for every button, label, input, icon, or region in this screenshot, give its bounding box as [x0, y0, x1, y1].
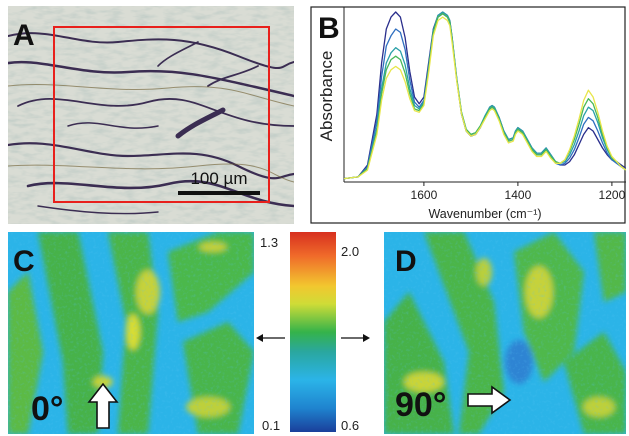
map-d-image [384, 232, 626, 434]
colorbar-left-min: 0.1 [262, 418, 281, 433]
panel-label-c: C [13, 245, 35, 278]
spectrum-line-4 [343, 13, 626, 180]
angle-label-c: 0° [31, 390, 64, 428]
colorbar-right-arrow-icon [341, 334, 370, 342]
scale-bar [178, 191, 260, 195]
x-tick-label: 1400 [505, 188, 532, 202]
colorbar-left-max: 1.3 [260, 235, 279, 250]
roi-rectangle [53, 26, 270, 203]
spectrum-line-5 [343, 16, 626, 180]
micrograph-image: 100 µm [8, 6, 294, 224]
colorbar-right-max: 2.0 [341, 244, 360, 259]
panel-label-b: B [318, 12, 340, 45]
colorbar-right-min: 0.6 [341, 418, 360, 433]
colorbar [290, 232, 336, 432]
x-tick-label: 1600 [411, 188, 438, 202]
spectra-y-axis-label: Absorbance [317, 51, 336, 142]
map-c-image [8, 232, 254, 434]
x-tick-label: 1200 [599, 188, 626, 202]
panel-b-spectra: 1600 1400 1200 Wavenumber (cm⁻¹) Absorbanc… [310, 6, 626, 224]
colorbar-left-arrow-icon [256, 334, 285, 342]
polarization-arrow-right-icon [467, 385, 512, 415]
polarization-arrow-up-icon [87, 382, 119, 429]
spectra-x-axis-label: Wavenumber (cm⁻¹) [428, 207, 541, 221]
panel-label-a: A [13, 19, 35, 52]
spectrum-line-3 [343, 11, 626, 180]
panel-c-map [8, 232, 254, 434]
spectra-plot-frame [310, 6, 626, 224]
panel-a-micrograph: 100 µm [8, 6, 294, 224]
spectra-chart: 1600 1400 1200 Wavenumber (cm⁻¹) Absorbanc… [310, 6, 626, 224]
scale-bar-label: 100 µm [190, 169, 247, 188]
panel-d-map [384, 232, 626, 434]
angle-label-d: 90° [395, 386, 447, 424]
panel-label-d: D [395, 245, 417, 278]
